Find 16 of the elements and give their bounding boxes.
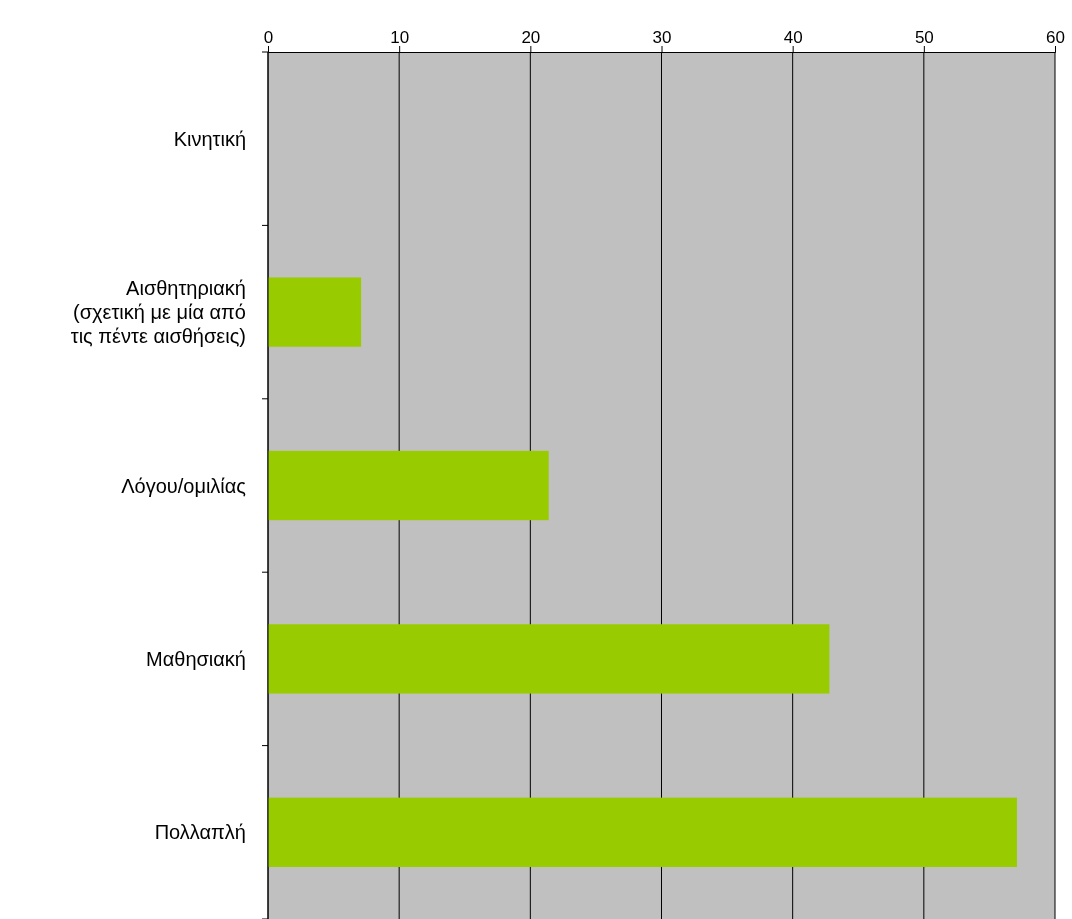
x-tick-label: 60 bbox=[1046, 28, 1065, 47]
bar bbox=[268, 624, 830, 694]
y-tick-label: Πολλαπλή bbox=[154, 821, 246, 844]
bar bbox=[268, 450, 549, 521]
x-tick-label: 20 bbox=[521, 28, 541, 47]
x-tick-label: 0 bbox=[263, 28, 274, 47]
y-tick-label: Λόγου/ομιλίας bbox=[121, 474, 247, 497]
x-tick-label: 50 bbox=[914, 28, 934, 47]
x-tick-label: 40 bbox=[783, 28, 803, 47]
y-tick-label: Μαθησιακή bbox=[146, 647, 246, 670]
bar bbox=[268, 277, 362, 347]
x-tick-label: 30 bbox=[652, 28, 672, 47]
bar bbox=[268, 797, 1017, 867]
x-tick-label: 10 bbox=[390, 28, 410, 47]
y-tick-label: Αισθητηριακή (σχετική με μία από τις πέντε αισθήσεις) bbox=[70, 277, 246, 348]
y-tick-label: Κινητική bbox=[173, 127, 246, 150]
